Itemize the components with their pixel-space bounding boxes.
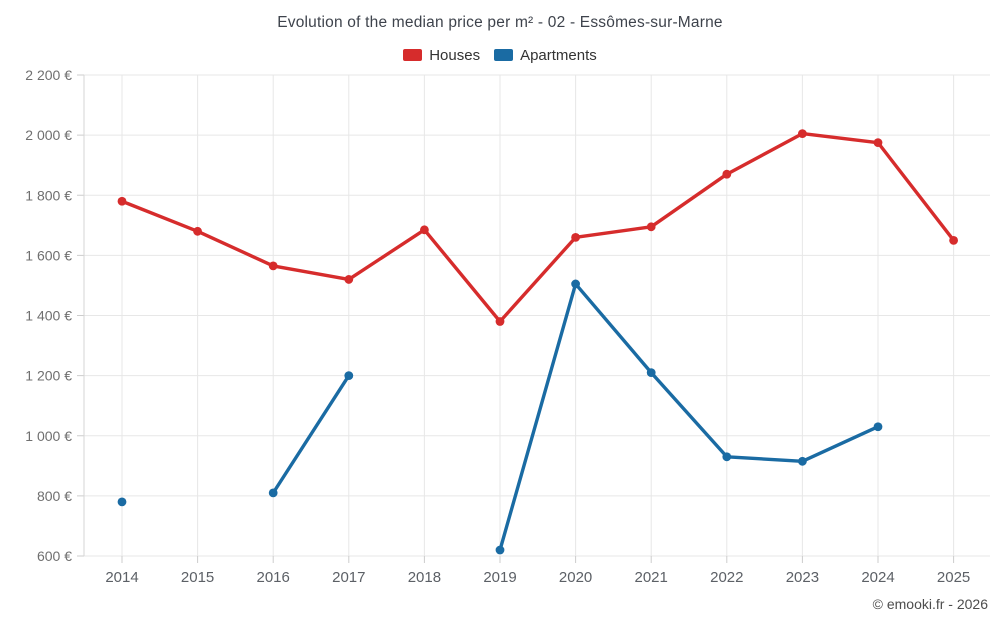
- houses-data-point[interactable]: [117, 196, 127, 206]
- y-axis-label: 1 200 €: [25, 368, 72, 384]
- y-axis-label: 1 800 €: [25, 187, 72, 203]
- houses-data-point[interactable]: [949, 235, 958, 245]
- apartments-line: [271, 373, 351, 495]
- x-axis-label: 2018: [408, 569, 441, 586]
- apartments-data-point[interactable]: [646, 368, 656, 378]
- houses-line: [120, 131, 956, 324]
- apartments-data-point[interactable]: [571, 279, 580, 289]
- legend-label: Houses: [429, 46, 481, 64]
- legend-label: Apartments: [520, 46, 597, 64]
- legend-swatch-apartments: [494, 49, 514, 61]
- houses-data-point[interactable]: [420, 225, 429, 235]
- apartments-data-point[interactable]: [495, 545, 505, 555]
- chart-title: Evolution of the median price per m² - 0…: [277, 14, 723, 31]
- x-axis-label: 2022: [710, 569, 743, 586]
- y-axis-label: 1 000 €: [25, 428, 72, 444]
- houses-data-point[interactable]: [571, 232, 580, 242]
- y-axis-label: 2 000 €: [25, 127, 72, 143]
- houses-data-point[interactable]: [722, 169, 732, 179]
- x-axis-label: 2021: [635, 569, 668, 586]
- apartments-data-point[interactable]: [268, 488, 278, 498]
- houses-data-point[interactable]: [873, 138, 883, 148]
- legend-item-apartments[interactable]: Apartments: [494, 47, 597, 64]
- y-axis-label: 2 200 €: [25, 67, 72, 83]
- x-axis-label: 2019: [483, 569, 516, 586]
- chart-legend: Houses Apartments: [0, 45, 1000, 65]
- x-axis-label: 2014: [105, 569, 138, 586]
- apartments-data-point[interactable]: [873, 422, 883, 432]
- x-axis-label: 2017: [332, 569, 365, 586]
- houses-data-point[interactable]: [798, 129, 807, 139]
- x-axis-label: 2024: [861, 569, 894, 586]
- houses-data-point[interactable]: [268, 261, 278, 271]
- y-axis-label: 1 600 €: [25, 247, 72, 263]
- apartments-line: [498, 282, 880, 552]
- y-axis-label: 600 €: [37, 548, 72, 564]
- x-axis-label: 2020: [559, 569, 592, 586]
- y-axis-label: 1 400 €: [25, 308, 72, 324]
- x-axis-label: 2015: [181, 569, 214, 586]
- apartments-data-point[interactable]: [722, 452, 732, 462]
- x-axis-label: 2025: [937, 569, 970, 586]
- legend-swatch-houses: [403, 49, 423, 61]
- apartments-data-point[interactable]: [344, 371, 354, 381]
- houses-data-point[interactable]: [646, 222, 656, 232]
- legend-item-houses[interactable]: Houses: [403, 47, 480, 64]
- apartments-data-point[interactable]: [117, 497, 127, 507]
- y-axis-label: 800 €: [37, 488, 72, 504]
- x-axis-label: 2023: [786, 569, 819, 586]
- houses-data-point[interactable]: [344, 275, 354, 284]
- apartments-data-point[interactable]: [798, 456, 807, 466]
- houses-data-point[interactable]: [193, 226, 203, 236]
- copyright-credit: © emooki.fr - 2026: [872, 596, 988, 612]
- x-axis-label: 2016: [257, 569, 290, 586]
- houses-data-point[interactable]: [495, 317, 505, 326]
